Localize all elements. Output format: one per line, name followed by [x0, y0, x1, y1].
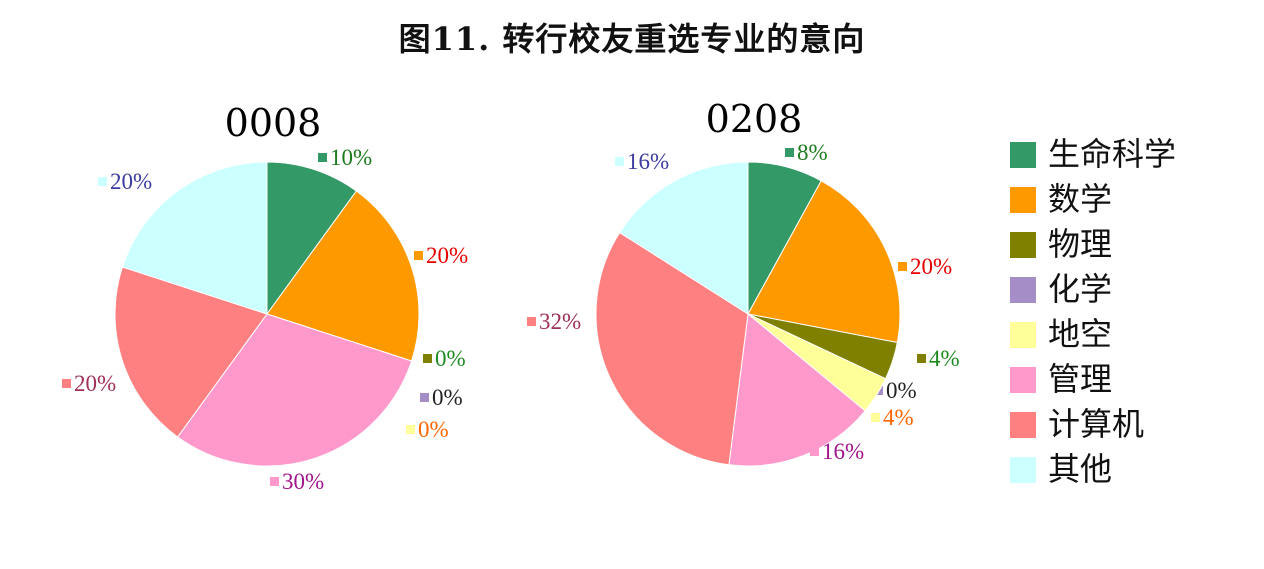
pie-slice	[114, 266, 268, 438]
data-label: 0%	[435, 346, 466, 371]
legend-swatch	[1010, 456, 1036, 483]
legend-item: 生命科学	[1010, 132, 1176, 177]
legend-label: 化学	[1048, 270, 1113, 308]
legend-label: 数学	[1048, 180, 1113, 218]
legend-label: 生命科学	[1048, 135, 1177, 173]
data-label: 0%	[432, 385, 463, 410]
pie-slice	[121, 161, 268, 315]
data-label: 30%	[282, 469, 324, 494]
data-label: 16%	[627, 149, 669, 174]
data-label-key	[420, 393, 429, 402]
pie-slice	[618, 161, 749, 315]
data-label-key	[414, 251, 423, 260]
data-label: 4%	[883, 405, 914, 430]
data-label-key	[423, 354, 432, 363]
data-label: 10%	[330, 145, 372, 170]
data-label-key	[318, 153, 327, 162]
data-label-key	[270, 477, 279, 486]
legend-item: 化学	[1010, 267, 1176, 312]
legend-swatch	[1010, 321, 1036, 348]
legend-label: 管理	[1048, 360, 1113, 398]
legend-label: 其他	[1048, 450, 1113, 488]
legend-item: 其他	[1010, 447, 1176, 492]
legend-label: 物理	[1048, 225, 1113, 263]
data-label-key	[406, 425, 415, 434]
data-label-key	[98, 177, 107, 186]
data-label: 20%	[426, 243, 468, 268]
legend-item: 数学	[1010, 177, 1176, 222]
data-label-key	[62, 379, 71, 388]
data-label-key	[810, 447, 819, 456]
pie-slice	[176, 313, 413, 467]
legend-label: 地空	[1048, 315, 1113, 353]
legend-swatch	[1010, 366, 1036, 393]
data-label-key	[527, 317, 536, 326]
legend-label: 计算机	[1048, 405, 1145, 443]
data-label: 0%	[418, 417, 449, 442]
pie-slice	[728, 313, 866, 467]
legend: 生命科学 数学 物理 化学 地空 管理 计算机 其他	[1010, 132, 1176, 492]
data-label-key	[898, 262, 907, 271]
pie-slice	[266, 161, 358, 316]
legend-item: 计算机	[1010, 402, 1176, 447]
data-label-key	[917, 354, 926, 363]
legend-item: 地空	[1010, 312, 1176, 357]
data-label: 0%	[886, 378, 917, 403]
data-label: 32%	[539, 309, 581, 334]
data-label: 16%	[822, 439, 864, 464]
data-label: 20%	[910, 254, 952, 279]
figure-title: 图11. 转行校友重选专业的意向	[398, 20, 866, 58]
data-label-key	[615, 157, 624, 166]
pie-chart-0008: 0008 10% 20% 0% 0% 0% 30% 20% 20%	[62, 101, 468, 494]
legend-swatch	[1010, 186, 1036, 213]
pie-title: 0008	[225, 101, 322, 145]
legend-item: 物理	[1010, 222, 1176, 267]
data-label: 8%	[797, 140, 828, 165]
data-label-key	[785, 148, 794, 157]
legend-swatch	[1010, 411, 1036, 438]
pie-title: 0208	[706, 97, 803, 141]
legend-swatch	[1010, 141, 1036, 168]
legend-item: 管理	[1010, 357, 1176, 402]
legend-swatch	[1010, 231, 1036, 258]
data-label: 20%	[110, 169, 152, 194]
data-label: 20%	[74, 371, 116, 396]
pie-slice	[595, 231, 749, 466]
data-label-key	[871, 413, 880, 422]
legend-swatch	[1010, 276, 1036, 303]
data-label: 4%	[929, 346, 960, 371]
pie-slice	[266, 190, 420, 362]
pie-slice	[747, 180, 901, 344]
